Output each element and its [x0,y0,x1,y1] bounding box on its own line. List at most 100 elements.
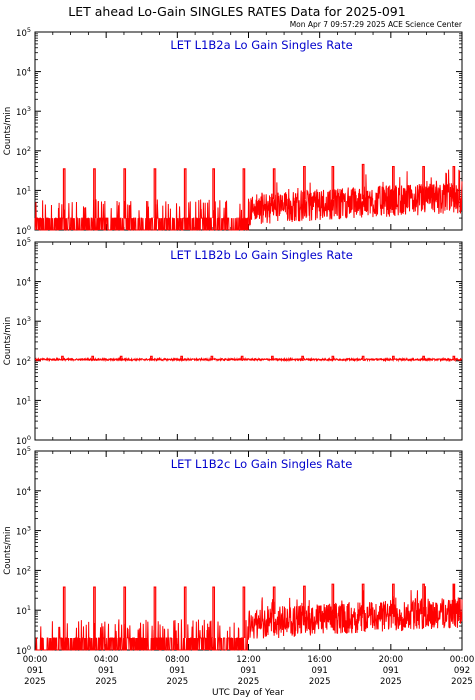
spike-mark [331,355,335,360]
panels-group: 100 101 102 103 104 105 Counts/min LET L1B2a Lo… [3,26,463,657]
x-tick-label: 2025 [238,677,260,687]
y-tick-label: 104 [16,485,31,498]
spike-mark [301,355,304,360]
spike-mark [150,355,153,360]
x-tick-label: 08:00 [165,655,190,665]
spike-mark [452,583,456,615]
y-tick-label: 102 [16,145,31,158]
series-line [35,584,463,651]
spike-mark [153,586,157,639]
x-tick-label: 2025 [24,677,46,687]
series-line [34,169,463,231]
spike-mark [61,355,64,360]
x-tick-label: 2025 [309,677,331,687]
spike-mark [331,583,335,615]
y-tick-label: 105 [16,445,31,458]
chart-panel-3: 100 101 102 103 104 105 Counts/min LET L1B2c Lo… [3,445,463,657]
x-tick-label: 092 [454,666,470,676]
spike-mark [452,355,456,360]
series-line [34,356,463,363]
y-tick-label: 102 [16,355,31,368]
y-tick-label: 101 [16,394,31,407]
spike-mark [93,586,96,639]
y-tick-label: 103 [16,525,31,538]
x-tick-label: 00:00 [450,655,475,665]
y-tick-label: 103 [16,105,31,118]
spike-mark [272,168,276,200]
spike-mark [392,165,395,200]
y-tick-label: 104 [16,66,31,79]
x-tick-label: 20:00 [379,655,404,665]
y-tick-label: 101 [16,604,31,617]
spike-mark [180,355,183,360]
spike-mark [303,585,306,615]
spike-mark [361,163,365,200]
page-title: LET ahead Lo-Gain SINGLES RATES Data for… [68,4,405,19]
x-tick-label: 091 [240,666,256,676]
spike-mark [119,355,123,360]
spike-mark [303,165,306,200]
spike-mark [361,355,365,360]
y-axis-label: Counts/min [3,526,13,575]
x-tick-label: 091 [312,666,328,676]
y-tick-label: 100 [16,644,31,657]
x-axis-label: UTC Day of Year [212,688,284,698]
spike-mark [212,586,216,639]
spike-mark [123,586,127,639]
spike-mark [361,583,365,615]
y-tick-label: 104 [16,276,31,289]
x-tick-label: 16:00 [307,655,332,665]
y-tick-label: 101 [16,184,31,197]
x-tick-label: 12:00 [236,655,261,665]
y-tick-label: 103 [16,315,31,328]
y-axis-label: Counts/min [3,317,13,366]
y-tick-label: 105 [16,236,31,249]
spike-mark [183,586,187,639]
spike-mark [240,355,244,360]
spike-mark [91,355,95,360]
x-tick-label: 091 [27,666,43,676]
x-tick-label: 2025 [451,677,473,687]
y-tick-label: 105 [16,26,31,39]
spike-mark [452,165,456,200]
x-axis-labels: 00:00091202504:00091202508:00091202512:0… [23,655,475,687]
timestamp: Mon Apr 7 09:57:29 2025 ACE Science Cent… [290,20,463,29]
spike-mark [392,583,395,615]
y-tick-label: 100 [16,434,31,447]
chart-panel-1: 100 101 102 103 104 105 Counts/min LET L1B2a Lo… [3,26,463,237]
x-tick-label: 2025 [95,677,117,687]
spike-mark [210,355,214,360]
spike-mark [422,583,425,615]
x-tick-label: 091 [383,666,399,676]
plot-frame [34,241,463,441]
panel-title: LET L1B2c Lo Gain Singles Rate [171,457,353,471]
y-axis-label: Counts/min [3,107,13,156]
y-tick-label: 102 [16,564,31,577]
y-tick-label: 100 [16,224,31,237]
spike-mark [422,355,425,360]
spike-mark [242,586,246,639]
spike-mark [212,168,216,219]
chart-panel-2: 100 101 102 103 104 105 Counts/min LET L1B2b Lo… [3,236,463,447]
spike-mark [271,355,274,360]
spike-mark [272,586,276,615]
x-tick-label: 04:00 [94,655,119,665]
x-tick-label: 2025 [167,677,189,687]
spike-mark [422,165,425,200]
panel-title: LET L1B2b Lo Gain Singles Rate [170,248,353,262]
spike-mark [242,168,246,219]
spike-mark [153,168,157,219]
x-tick-label: 091 [98,666,114,676]
spike-mark [392,355,395,360]
panel-title: LET L1B2a Lo Gain Singles Rate [170,38,352,52]
x-tick-label: 00:00 [23,655,48,665]
x-tick-label: 091 [169,666,185,676]
spike-mark [62,586,66,639]
spike-mark [62,168,66,219]
spike-mark [93,168,96,219]
spike-mark [123,168,127,219]
x-tick-label: 2025 [380,677,402,687]
spike-mark [183,168,187,219]
spike-mark [331,165,335,200]
